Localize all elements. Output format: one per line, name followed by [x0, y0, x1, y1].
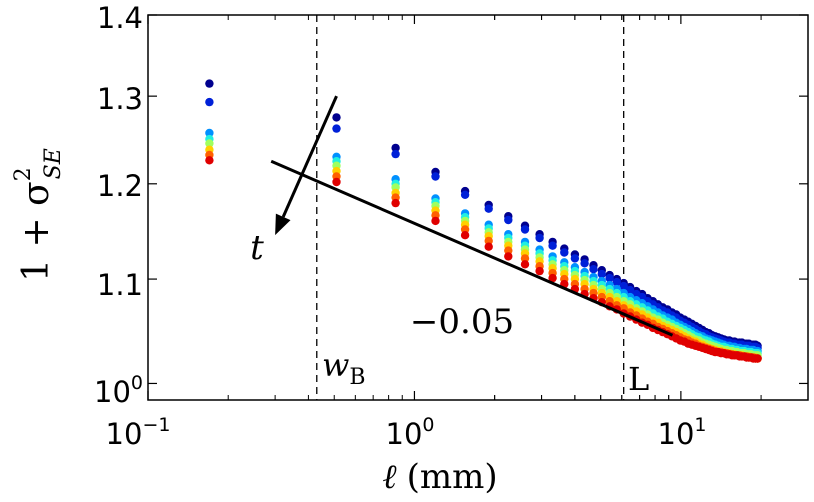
- data-point: [484, 242, 493, 251]
- data-point: [520, 225, 530, 234]
- data-point: [460, 231, 470, 240]
- data-point: [484, 236, 493, 246]
- x-tick-label: 100: [386, 414, 435, 451]
- data-point: [535, 233, 544, 243]
- vline-label-wb: wB: [322, 346, 366, 390]
- y-tick-label: 1.4: [97, 1, 143, 35]
- data-point: [205, 156, 214, 165]
- data-point: [332, 124, 341, 133]
- data-point: [520, 260, 530, 269]
- data-point: [205, 97, 214, 107]
- data-point: [391, 143, 400, 153]
- y-tick-label: 1.1: [97, 268, 143, 302]
- data-point: [625, 285, 635, 295]
- data-point: [332, 177, 341, 187]
- data-point: [460, 190, 470, 199]
- x-axis-label: ℓ (mm): [382, 457, 497, 497]
- time-arrow-label: t: [250, 228, 264, 268]
- data-point: [589, 265, 598, 274]
- data-point: [597, 269, 606, 279]
- y-tick-label: 100: [94, 372, 143, 409]
- data-point: [205, 128, 214, 138]
- data-point: [548, 273, 557, 283]
- data-point: [332, 113, 341, 122]
- y-axis-label: 1 + σ2 SE: [11, 148, 66, 282]
- reference-lines: [316, 15, 625, 400]
- data-point: [205, 79, 214, 88]
- data-point: [535, 266, 544, 276]
- data-point: [504, 246, 513, 255]
- data-point: [570, 254, 580, 263]
- plot-frame: [147, 14, 809, 401]
- data-point: [619, 281, 628, 291]
- axis-ticks: [147, 14, 808, 400]
- data-point: [560, 248, 569, 257]
- data-point: [753, 354, 762, 363]
- data-point: [605, 273, 614, 283]
- data-point: [580, 259, 589, 268]
- slope-line: [270, 159, 674, 337]
- data-point: [205, 139, 214, 148]
- data-point: [391, 198, 400, 208]
- data-point: [391, 149, 400, 159]
- data-point: [431, 216, 440, 226]
- time-arrow: [281, 95, 338, 218]
- y-tick-label: 1.2: [97, 169, 143, 203]
- data-point: [520, 254, 530, 263]
- data-point: [548, 241, 557, 250]
- y-tick-label: 1.3: [97, 82, 143, 116]
- time-arrow-head: [275, 213, 291, 236]
- x-tick-label: 10−1: [106, 414, 171, 451]
- data-point: [612, 277, 621, 287]
- vline-label-l: L: [628, 360, 649, 398]
- slope-label: −0.05: [410, 302, 514, 342]
- data-point: [484, 204, 493, 213]
- data-point: [504, 252, 513, 261]
- data-point: [504, 215, 513, 225]
- x-tick-label: 101: [658, 414, 707, 451]
- data-points: [205, 79, 762, 363]
- data-point: [431, 172, 440, 181]
